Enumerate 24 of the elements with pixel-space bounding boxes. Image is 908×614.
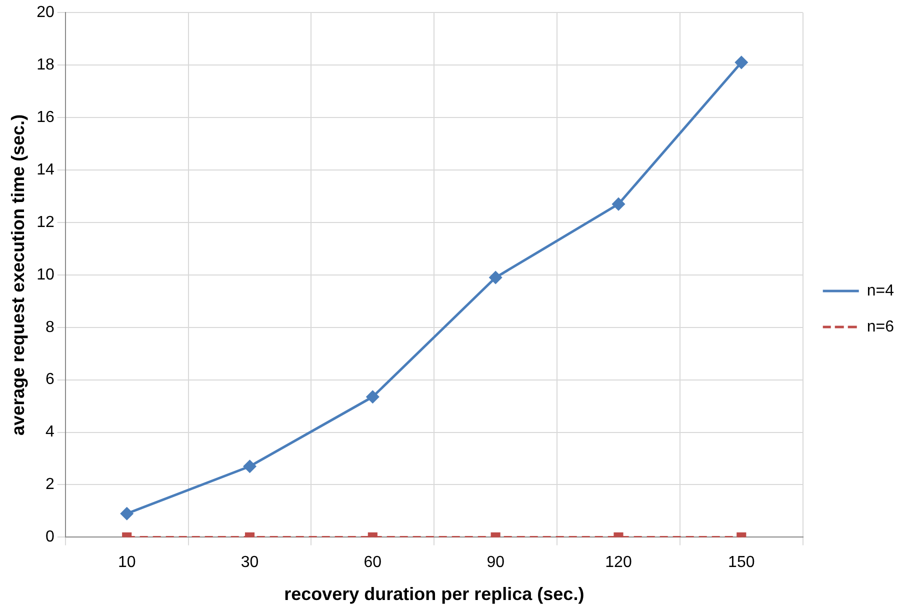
y-tick-label: 14 (36, 161, 54, 178)
point (612, 198, 625, 210)
y-tick-label: 10 (36, 266, 54, 284)
x-tick-label: 120 (605, 554, 632, 572)
x-tick-label: 150 (728, 554, 755, 572)
y-tick-label: 2 (45, 476, 54, 494)
y-tick-label: 20 (36, 4, 54, 22)
y-tick-label: 6 (45, 371, 54, 388)
y-tick-label: 0 (45, 528, 54, 546)
point (735, 56, 748, 69)
y-tick-label: 4 (45, 424, 54, 441)
legend-label: n=6 (866, 318, 894, 336)
y-tick-label: 8 (45, 318, 54, 336)
x-axis-title: recovery duration per replica (sec.) (284, 584, 584, 604)
legend-label: n=4 (866, 282, 894, 300)
y-axis-title: average request execution time (sec.) (8, 114, 28, 436)
point (489, 271, 502, 284)
x-tick-label: 10 (118, 554, 136, 572)
y-tick-label: 16 (36, 108, 54, 126)
y-tick-label: 18 (36, 56, 54, 74)
x-tick-label: 60 (364, 554, 382, 572)
y-tick-label: 12 (36, 214, 54, 231)
x-tick-label: 30 (240, 554, 259, 572)
x-tick-label: 90 (486, 554, 505, 572)
